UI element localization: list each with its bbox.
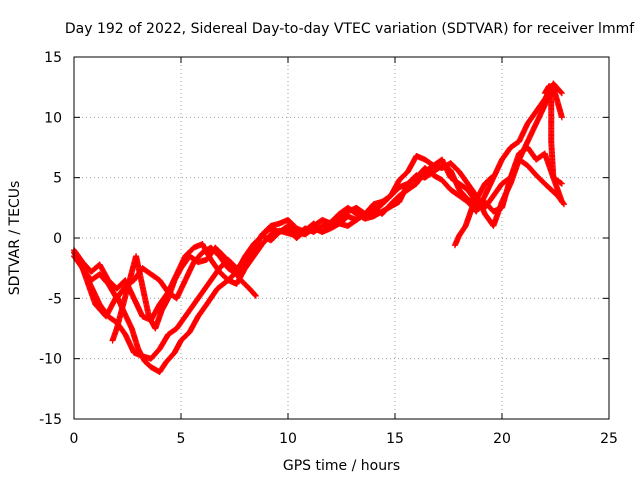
data-point xyxy=(252,292,259,299)
x-tick-label: 15 xyxy=(386,431,404,447)
data-point xyxy=(557,180,564,187)
tick-layer: 0 5 10 15 20 25 -15 -10 -5 0 5 10 15 xyxy=(39,50,618,447)
x-tick-label: 10 xyxy=(279,431,297,447)
grid-layer xyxy=(74,57,609,419)
data-point xyxy=(488,174,495,181)
data-layer xyxy=(71,80,568,375)
data-point xyxy=(558,90,565,97)
y-axis-label: SDTVAR / TECUs xyxy=(7,181,23,296)
y-tick-label: -15 xyxy=(39,412,62,428)
y-tick-label: 10 xyxy=(44,110,62,126)
data-point xyxy=(252,292,259,299)
data-point xyxy=(558,89,565,96)
y-tick-label: 15 xyxy=(44,50,62,66)
chart-title: Day 192 of 2022, Sidereal Day-to-day VTE… xyxy=(65,21,635,37)
data-point xyxy=(558,114,565,121)
x-tick-label: 25 xyxy=(600,431,618,447)
data-point xyxy=(558,180,565,187)
series-track-5 xyxy=(109,244,259,344)
x-tick-label: 0 xyxy=(70,431,79,447)
data-point xyxy=(487,175,494,182)
y-tick-label: -10 xyxy=(39,352,62,368)
series-spike-22h xyxy=(541,82,565,205)
series-track-6 xyxy=(451,174,495,249)
y-tick-label: -5 xyxy=(48,291,62,307)
y-tick-label: 0 xyxy=(53,231,62,247)
data-point xyxy=(558,198,565,205)
x-axis-label: GPS time / hours xyxy=(283,458,400,474)
x-tick-label: 20 xyxy=(493,431,511,447)
x-tick-label: 5 xyxy=(177,431,186,447)
y-tick-label: 5 xyxy=(53,171,62,187)
